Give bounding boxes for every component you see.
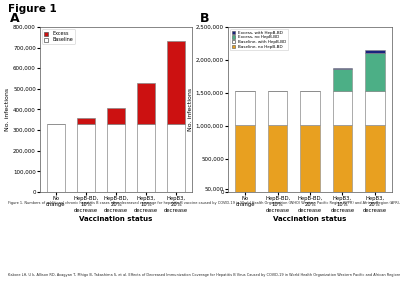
X-axis label: Vaccination status: Vaccination status (79, 215, 153, 221)
Bar (107, 109, 125, 124)
Bar (107, 124, 125, 192)
Bar (137, 83, 155, 124)
Bar (47, 124, 65, 192)
Bar (137, 124, 155, 192)
Legend: Excess, Baseline: Excess, Baseline (42, 29, 75, 44)
Bar (365, 125, 384, 192)
Bar (236, 91, 255, 125)
Bar (333, 69, 352, 91)
Bar (333, 68, 352, 69)
Bar (167, 41, 185, 124)
Text: Figure 1: Figure 1 (8, 4, 57, 14)
Text: Kabore LH, U k, Allison RD, Avagyan T, Mhigo B, Takashima S, et al. Effects of D: Kabore LH, U k, Allison RD, Avagyan T, M… (8, 273, 400, 277)
Bar (365, 50, 384, 53)
Text: Figure 1. Numbers of additional chronic hepatitis B cases after decreased covera: Figure 1. Numbers of additional chronic … (8, 201, 400, 205)
Bar (77, 118, 95, 124)
Bar (365, 53, 384, 91)
Bar (300, 125, 320, 192)
Bar (77, 124, 95, 192)
Bar (167, 124, 185, 192)
Legend: Excess, with HepB-BD, Excess, no HepB-BD, Baseline, with HepB-BD, Baseline, no H: Excess, with HepB-BD, Excess, no HepB-BD… (230, 29, 288, 50)
Bar (365, 91, 384, 125)
Bar (236, 125, 255, 192)
Text: B: B (200, 12, 210, 26)
Bar (268, 91, 287, 125)
Bar (268, 125, 287, 192)
Bar (333, 125, 352, 192)
X-axis label: Vaccination status: Vaccination status (273, 215, 347, 221)
Text: A: A (10, 12, 19, 26)
Bar (300, 91, 320, 125)
Y-axis label: No. infections: No. infections (5, 88, 10, 131)
Y-axis label: No. infections: No. infections (188, 88, 193, 131)
Bar (333, 91, 352, 125)
